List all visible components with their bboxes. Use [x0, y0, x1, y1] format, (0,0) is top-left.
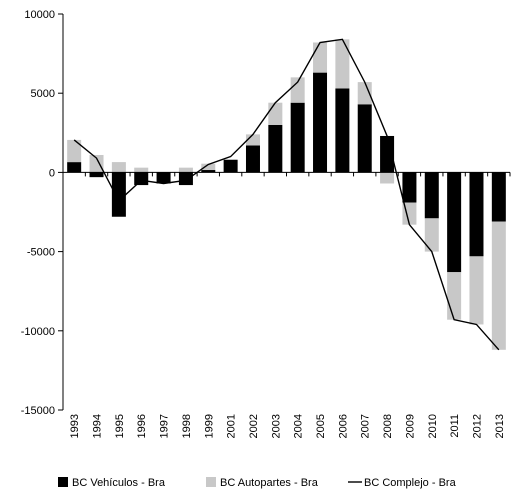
y-tick-label: 5000 [31, 88, 55, 100]
bar-vehiculos-2004 [290, 102, 305, 173]
y-tick-label: 0 [49, 167, 55, 179]
legend-autopartes-swatch [206, 477, 216, 487]
bar-autopartes-2011 [447, 272, 462, 320]
bar-vehiculos-1998 [178, 172, 193, 186]
bar-vehiculos-2012 [469, 172, 484, 257]
bar-autopartes-2007 [357, 82, 372, 105]
bar-autopartes-1996 [134, 167, 149, 173]
bar-vehiculos-2001 [223, 159, 238, 173]
legend-vehiculos-swatch [58, 477, 68, 487]
x-tick-label-1994: 1994 [92, 414, 104, 438]
bar-autopartes-2006 [335, 39, 350, 89]
bar-vehiculos-1996 [134, 172, 149, 186]
bars-layer [67, 39, 506, 350]
bar-autopartes-2003 [268, 102, 283, 125]
legend-complejo-label: BC Complejo - Bra [364, 477, 457, 489]
x-tick-label-1996: 1996 [136, 414, 148, 438]
x-tick-label-2008: 2008 [382, 414, 394, 438]
bar-vehiculos-1995 [111, 172, 126, 217]
y-tick-label: -10000 [21, 326, 55, 338]
line-layer [73, 38, 500, 351]
bar-vehiculos-2006 [335, 88, 350, 173]
bar-autopartes-2010 [424, 218, 439, 252]
x-tick-label-2011: 2011 [449, 414, 461, 438]
bar-vehiculos-2010 [424, 172, 439, 219]
bar-autopartes-1995 [111, 162, 126, 173]
x-tick-label-2004: 2004 [293, 414, 305, 438]
y-axis-ticks: 10000 5000 0 -5000 -10000 -15000 [21, 9, 63, 417]
bar-vehiculos-2002 [245, 145, 260, 173]
bar-autopartes-2013 [491, 221, 506, 350]
bar-vehiculos-2003 [268, 124, 283, 173]
bar-autopartes-1999 [201, 163, 216, 171]
x-tick-label-1999: 1999 [203, 414, 215, 438]
x-tick-label-2002: 2002 [248, 414, 260, 438]
x-tick-label-1997: 1997 [159, 414, 171, 438]
bar-vehiculos-2009 [402, 172, 417, 203]
bar-vehiculos-2011 [447, 172, 462, 273]
legend-autopartes-label: BC Autopartes - Bra [220, 477, 319, 489]
x-tick-label-1993: 1993 [69, 414, 81, 438]
legend-vehiculos-label: BC Vehículos - Bra [72, 477, 166, 489]
y-tick-label: -5000 [27, 247, 55, 259]
y-tick-label: -15000 [21, 405, 55, 417]
bar-autopartes-1998 [178, 167, 193, 173]
x-tick-label-2007: 2007 [360, 414, 372, 438]
bar-autopartes-2004 [290, 77, 305, 103]
bar-vehiculos-2013 [491, 172, 506, 222]
x-tick-label-1995: 1995 [114, 414, 126, 438]
x-tick-label-2006: 2006 [337, 414, 349, 438]
x-tick-label-2001: 2001 [226, 414, 238, 438]
x-tick-label-2013: 2013 [494, 414, 506, 438]
bar-autopartes-2008 [380, 172, 395, 184]
x-tick-label-2012: 2012 [471, 414, 483, 438]
y-tick-label: 10000 [24, 9, 55, 21]
x-tick-label-1998: 1998 [181, 414, 193, 438]
axes-layer [62, 14, 510, 410]
bar-vehiculos-1994 [89, 172, 104, 178]
x-axis-ticks: 1993 1994 1995 1996 1997 1998 1999 2001 2002 2003… [62, 172, 511, 438]
bar-autopartes-2005 [313, 42, 328, 73]
bar-vehiculos-2007 [357, 104, 372, 173]
bar-autopartes-1994 [89, 154, 104, 173]
legend: BC Vehículos - Bra BC Autopartes - Bra BC … [58, 477, 457, 489]
x-tick-label-2003: 2003 [270, 414, 282, 438]
bar-vehiculos-1997 [156, 172, 171, 184]
bar-vehiculos-1999 [201, 170, 216, 173]
bar-autopartes-1993 [67, 139, 82, 163]
x-tick-label-2010: 2010 [427, 414, 439, 438]
x-tick-label-2005: 2005 [315, 414, 327, 438]
bar-autopartes-2012 [469, 256, 484, 325]
bar-vehiculos-2008 [380, 135, 395, 173]
line-complejo [73, 38, 500, 351]
bar-vehiculos-1993 [67, 162, 82, 173]
bar-vehiculos-2005 [313, 72, 328, 173]
bar-autopartes-2002 [245, 134, 260, 146]
x-tick-label-2009: 2009 [404, 414, 416, 438]
